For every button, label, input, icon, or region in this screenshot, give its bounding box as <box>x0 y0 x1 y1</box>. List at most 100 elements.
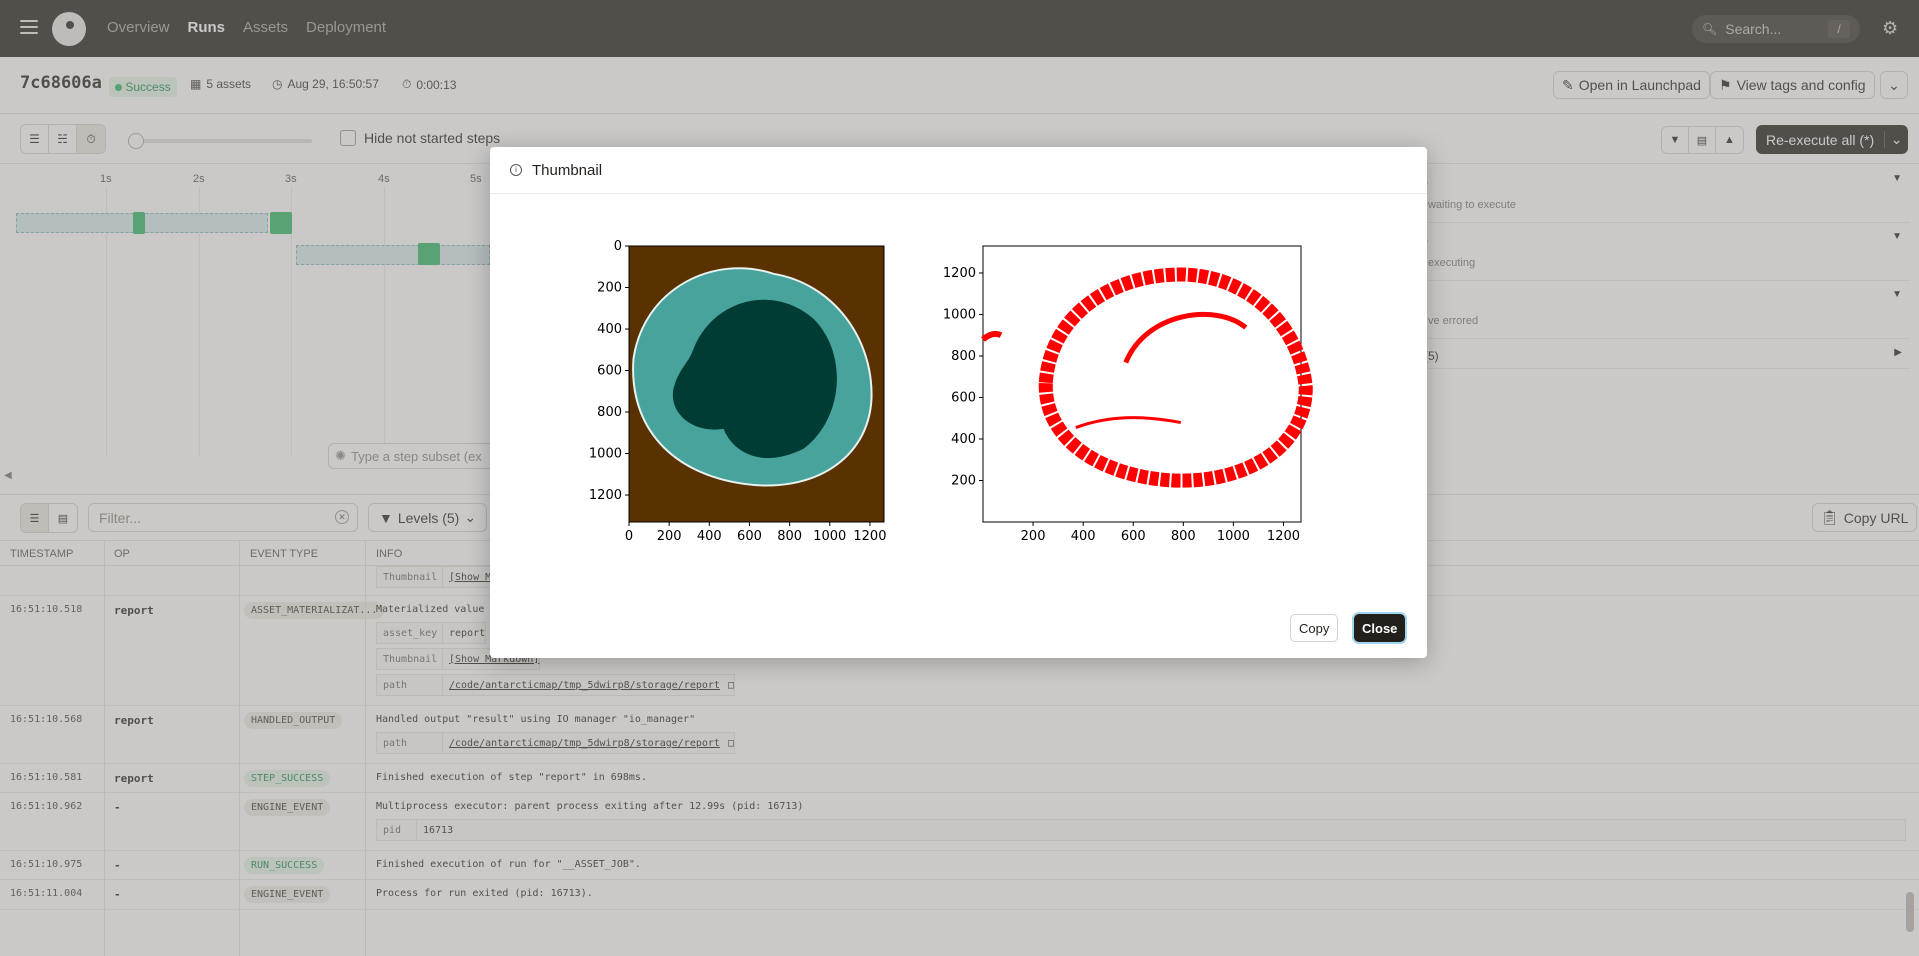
event-type-badge: RUN_SUCCESS <box>244 857 325 874</box>
y-tick-label: 400 <box>951 432 976 447</box>
hide-not-started-toggle[interactable]: Hide not started steps <box>340 130 500 146</box>
inner-outline-points <box>1075 416 1182 429</box>
step-filter-buttons: ▼ ▤ ▲ <box>1661 126 1744 154</box>
more-actions-button[interactable]: ⌄ <box>1880 71 1908 99</box>
y-tick-label: 200 <box>597 281 622 296</box>
x-tick-label: 400 <box>697 529 722 544</box>
gantt-step-bar[interactable] <box>296 245 490 265</box>
chevron-down-icon[interactable]: ▼ <box>1892 173 1902 184</box>
x-tick-label: 600 <box>1121 529 1146 544</box>
chevron-right-icon[interactable]: ▶ <box>1894 347 1902 358</box>
thumbnail-plots: 0 200 400 600 800 1000 1200 0 200 400 600 800 1000 12… <box>589 239 1313 544</box>
metadata-entry: Thumbnail [Show M <box>376 566 493 588</box>
dagster-logo-icon[interactable] <box>52 12 86 46</box>
y-tick-label: 0 <box>614 239 622 254</box>
y-tick-label: 1000 <box>943 307 976 322</box>
chevron-down-icon[interactable]: ⌄ <box>1884 131 1908 148</box>
clipboard-icon: 📋︎ <box>1821 509 1839 525</box>
gantt-tick: 5s <box>470 173 482 185</box>
gantt-step-box[interactable] <box>133 212 145 234</box>
x-tick-label: 1000 <box>1217 529 1250 544</box>
table-row: 16:51:11.004 - ENGINE_EVENT Process for … <box>0 880 1919 910</box>
x-tick-label: 800 <box>777 529 802 544</box>
pencil-icon: ✎ <box>1562 76 1574 93</box>
x-tick-label: 1200 <box>1267 529 1300 544</box>
gantt-tick: 1s <box>100 173 112 185</box>
x-tick-label: 800 <box>1171 529 1196 544</box>
reexecute-button[interactable]: Re-execute all (*) ⌄ <box>1756 125 1909 154</box>
metadata-entry: path /code/antarcticmap/tmp_5dwirp8/stor… <box>376 674 735 696</box>
step-group-succeeded[interactable]: (5) ▶ <box>1420 339 1910 369</box>
col-info: INFO <box>376 548 403 560</box>
copy-url-button[interactable]: 📋︎ Copy URL <box>1812 503 1918 532</box>
log-scrollbar[interactable] <box>1906 892 1914 932</box>
step-group-errored[interactable]: ve errored ▼ <box>1420 281 1910 339</box>
inner-outline-points <box>1123 312 1248 364</box>
chevron-down-icon[interactable]: ▼ <box>1892 231 1902 242</box>
gantt-step-box[interactable] <box>418 243 440 265</box>
filter-icon: ▼ <box>379 509 393 526</box>
log-view-toggle: ☰ ▤ <box>20 503 78 533</box>
y-tick-label: 1200 <box>943 266 976 281</box>
event-type-badge: HANDLED_OUTPUT <box>244 712 343 729</box>
raw-view-icon[interactable]: ▤ <box>57 512 69 525</box>
interior-region <box>672 299 837 459</box>
y-tick-label: 600 <box>951 390 976 405</box>
filter-icon[interactable]: ▼ <box>1662 127 1689 153</box>
open-launchpad-button[interactable]: ✎ Open in Launchpad <box>1553 71 1710 99</box>
event-type-badge: ENGINE_EVENT <box>244 886 331 903</box>
search-shortcut-key: / <box>1828 20 1850 38</box>
x-tick-label: 1200 <box>853 529 886 544</box>
nav-links: Overview Runs Assets Deployment <box>107 19 386 36</box>
x-tick-label: 200 <box>657 529 682 544</box>
x-tick-label: 400 <box>1071 529 1096 544</box>
rows-icon[interactable]: ▤ <box>1689 127 1716 153</box>
clipboard-icon[interactable]: □ <box>727 737 734 749</box>
gear-icon[interactable]: ⚙ <box>1882 18 1899 38</box>
search-input[interactable]: 🔍︎ Search... / <box>1692 15 1860 43</box>
assets-count[interactable]: ▦ 5 assets <box>190 77 252 91</box>
gantt-flat-icon[interactable]: ☰ <box>21 125 49 153</box>
view-tags-button[interactable]: ⚑ View tags and config <box>1710 71 1875 99</box>
table-row: 16:51:10.962 - ENGINE_EVENT Multiprocess… <box>0 793 1919 851</box>
heatmap-frame <box>628 245 885 523</box>
timer-icon: ⏱ <box>402 77 412 91</box>
nav-overview[interactable]: Overview <box>107 19 170 36</box>
list-view-icon[interactable]: ☰ <box>21 504 49 532</box>
clipboard-icon[interactable]: □ <box>727 679 734 691</box>
hide-not-started-checkbox[interactable] <box>340 130 356 146</box>
y-tick-label: 200 <box>951 473 976 488</box>
run-duration: ⏱ 0:00:13 <box>402 77 457 92</box>
table-row: 16:51:10.568 report HANDLED_OUTPUT Handl… <box>0 706 1919 764</box>
levels-dropdown[interactable]: ▼ Levels (5) ⌄ <box>368 503 488 532</box>
gantt-waterfall-icon[interactable]: ☵ <box>49 125 77 153</box>
info-icon: i <box>510 164 522 176</box>
metadata-entry: pid 16713 <box>376 819 1906 841</box>
y-tick-label: 1000 <box>589 447 622 462</box>
collapse-icon[interactable]: ▲ <box>1724 134 1735 146</box>
y-tick-label: 600 <box>597 364 622 379</box>
gantt-tick: 2s <box>193 173 205 185</box>
table-icon: ▦ <box>190 77 202 91</box>
gantt-timed-icon[interactable]: ⏱ <box>77 125 105 153</box>
nav-assets[interactable]: Assets <box>243 19 289 36</box>
nav-deployment[interactable]: Deployment <box>306 19 387 36</box>
menu-icon[interactable] <box>20 20 38 34</box>
clear-filter-icon[interactable]: ✕ <box>335 510 349 524</box>
view-mode-toggle: ☰ ☵ ⏱ <box>20 124 106 154</box>
edge-points <box>981 330 1003 342</box>
log-filter-input[interactable]: Filter... ✕ <box>88 503 358 532</box>
chevron-down-icon[interactable]: ▼ <box>1892 289 1902 300</box>
zoom-slider[interactable] <box>128 133 312 149</box>
gantt-step-box[interactable] <box>270 212 292 234</box>
zoom-slider-handle[interactable] <box>128 133 144 149</box>
step-subset-input[interactable]: ✺ Type a step subset (ex <box>328 443 508 469</box>
copy-button[interactable]: Copy <box>1290 614 1339 642</box>
search-icon: 🔍︎ <box>1702 22 1718 36</box>
nav-runs[interactable]: Runs <box>187 19 226 36</box>
scroll-left-icon[interactable]: ◀ <box>4 470 12 481</box>
close-button[interactable]: Close <box>1354 614 1406 642</box>
event-type-badge: ASSET_MATERIALIZAT... <box>244 602 385 619</box>
y-tick-label: 800 <box>951 349 976 364</box>
clock-icon: ◷ <box>272 77 283 91</box>
